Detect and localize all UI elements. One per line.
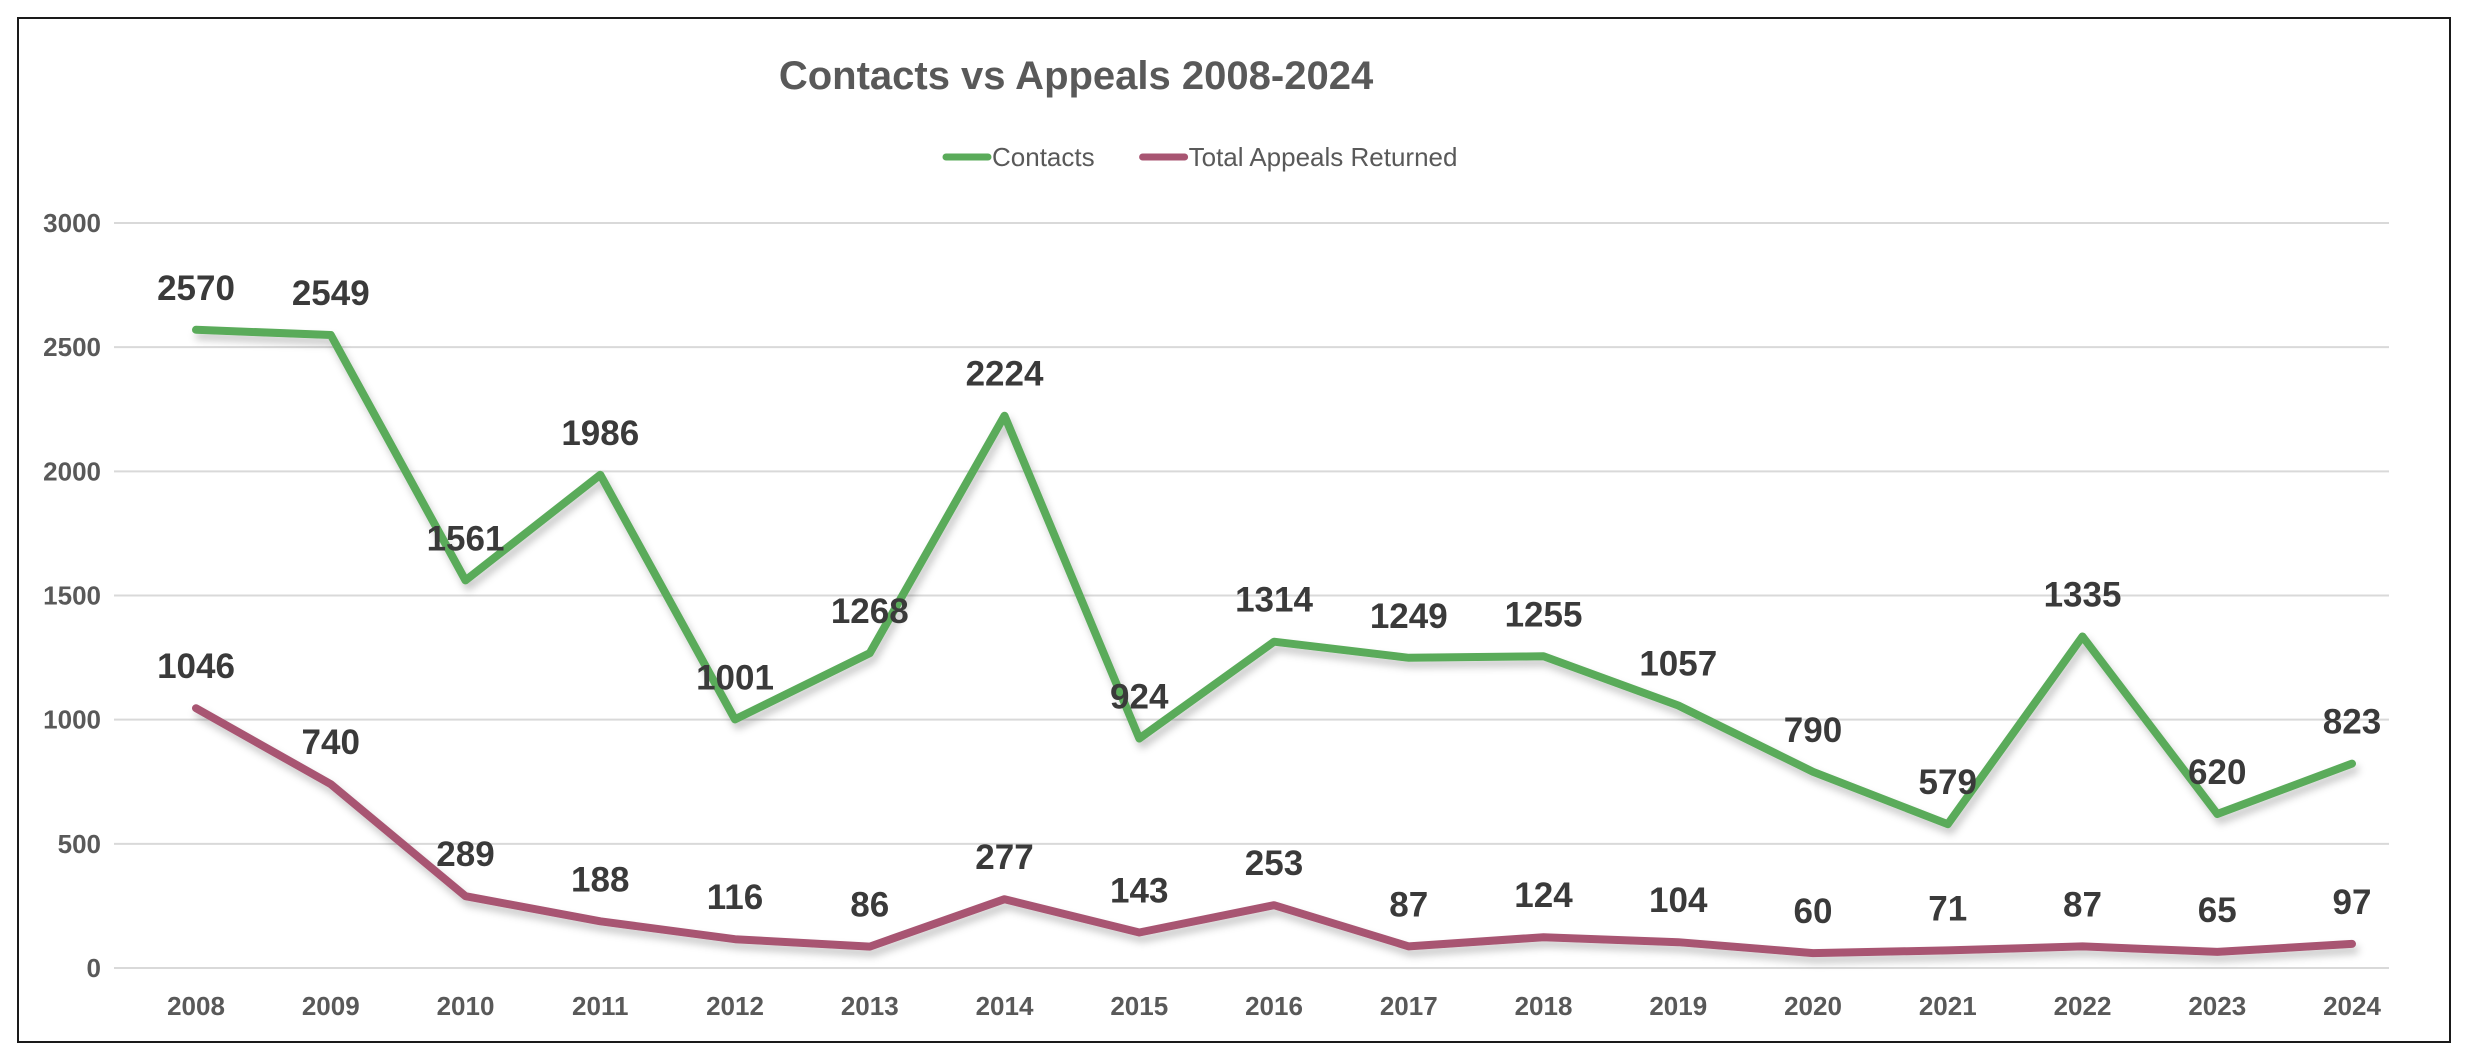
- data-label-total-appeals-returned: 71: [1928, 889, 1967, 928]
- data-label-total-appeals-returned: 143: [1110, 871, 1168, 910]
- x-tick-label: 2020: [1784, 991, 1842, 1021]
- data-label-total-appeals-returned: 65: [2198, 891, 2237, 930]
- data-label-total-appeals-returned: 124: [1514, 876, 1573, 915]
- x-tick-label: 2014: [976, 991, 1034, 1021]
- data-label-contacts: 2224: [966, 355, 1044, 394]
- data-label-total-appeals-returned: 97: [2333, 883, 2372, 922]
- y-tick-label: 1000: [43, 705, 101, 735]
- y-tick-label: 500: [58, 829, 101, 859]
- data-label-contacts: 1335: [2044, 575, 2122, 614]
- chart-legend: Contacts Total Appeals Returned: [942, 142, 1458, 172]
- legend-item-contacts: Contacts: [942, 142, 1095, 172]
- data-label-total-appeals-returned: 87: [2063, 885, 2102, 924]
- data-label-contacts: 1249: [1370, 597, 1448, 636]
- x-tick-label: 2008: [167, 991, 225, 1021]
- series-lines: [192, 325, 2356, 958]
- x-tick-label: 2009: [302, 991, 360, 1021]
- x-tick-label: 2016: [1245, 991, 1303, 1021]
- data-label-contacts: 1986: [561, 414, 639, 453]
- data-label-contacts: 1057: [1639, 645, 1717, 684]
- data-label-total-appeals-returned: 289: [436, 835, 494, 874]
- data-label-contacts: 823: [2323, 703, 2381, 742]
- y-axis-ticks: 0 500 1000 1500 2000 2500 3000: [43, 208, 101, 983]
- x-tick-label: 2010: [437, 991, 495, 1021]
- y-tick-label: 2000: [43, 456, 101, 486]
- data-labels: 2570 2549 1561 1986 1001 1268 2224 924 1314 1249 1…: [157, 269, 2381, 931]
- series-line-contacts: [192, 325, 2356, 829]
- data-label-contacts: 1314: [1235, 581, 1313, 620]
- series-line-total-appeals-returned: [192, 704, 2356, 958]
- x-tick-label: 2022: [2054, 991, 2112, 1021]
- data-label-contacts: 1255: [1505, 595, 1583, 634]
- data-label-contacts: 790: [1784, 711, 1842, 750]
- y-tick-label: 2500: [43, 332, 101, 362]
- chart-frame: Contacts vs Appeals 2008-2024 Contacts To…: [17, 17, 2451, 1043]
- data-label-total-appeals-returned: 87: [1389, 885, 1428, 924]
- data-label-total-appeals-returned: 188: [571, 860, 629, 899]
- x-tick-label: 2013: [841, 991, 899, 1021]
- legend-label: Contacts: [992, 142, 1095, 172]
- data-label-contacts: 1561: [427, 519, 505, 558]
- data-label-contacts: 2570: [157, 269, 235, 308]
- data-label-total-appeals-returned: 253: [1245, 844, 1303, 883]
- x-tick-label: 2012: [706, 991, 764, 1021]
- data-label-contacts: 2549: [292, 274, 370, 313]
- data-label-contacts: 620: [2188, 753, 2246, 792]
- x-axis-ticks: 2008 2009 2010 2011 2012 2013 2014 2015 2016 2017…: [167, 991, 2381, 1021]
- data-label-total-appeals-returned: 60: [1794, 892, 1833, 931]
- x-tick-label: 2023: [2188, 991, 2246, 1021]
- data-label-contacts: 1001: [696, 658, 774, 697]
- data-label-total-appeals-returned: 277: [975, 838, 1033, 877]
- data-label-contacts: 924: [1110, 678, 1169, 717]
- data-label-total-appeals-returned: 104: [1649, 881, 1708, 920]
- x-tick-label: 2015: [1110, 991, 1168, 1021]
- legend-label: Total Appeals Returned: [1189, 142, 1458, 172]
- data-label-contacts: 579: [1919, 763, 1977, 802]
- y-tick-label: 1500: [43, 581, 101, 611]
- x-tick-label: 2018: [1515, 991, 1573, 1021]
- legend-item-total-appeals-returned: Total Appeals Returned: [1139, 142, 1458, 172]
- x-tick-label: 2024: [2323, 991, 2381, 1021]
- data-label-total-appeals-returned: 740: [302, 723, 360, 762]
- gridlines: [114, 222, 2389, 969]
- y-tick-label: 0: [87, 953, 101, 983]
- x-tick-label: 2011: [572, 991, 628, 1021]
- data-label-total-appeals-returned: 86: [850, 886, 889, 925]
- data-label-total-appeals-returned: 116: [707, 878, 763, 917]
- y-tick-label: 3000: [43, 208, 101, 238]
- x-tick-label: 2019: [1649, 991, 1707, 1021]
- x-tick-label: 2021: [1919, 991, 1977, 1021]
- line-chart: Contacts vs Appeals 2008-2024 Contacts To…: [43, 54, 2389, 1021]
- chart-title: Contacts vs Appeals 2008-2024: [779, 54, 1374, 98]
- x-tick-label: 2017: [1380, 991, 1438, 1021]
- data-label-total-appeals-returned: 1046: [157, 647, 235, 686]
- data-label-contacts: 1268: [831, 592, 909, 631]
